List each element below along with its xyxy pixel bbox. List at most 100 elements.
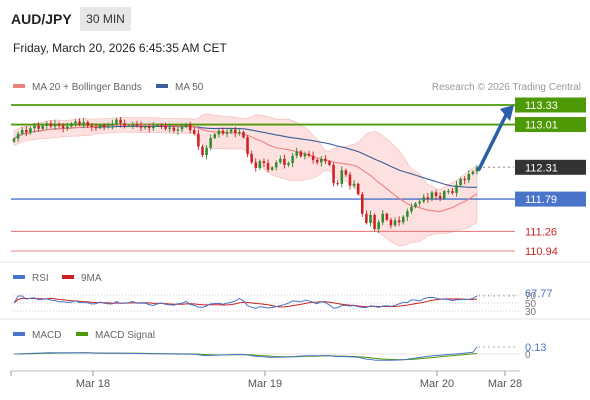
candle-body — [299, 151, 303, 157]
candle-body — [61, 125, 65, 129]
ma50-legend-label: MA 50 — [175, 82, 204, 93]
macd-tick-0: 0 — [525, 350, 531, 361]
candle-body — [414, 203, 417, 208]
candle-body — [463, 178, 466, 181]
bollinger-band — [13, 113, 478, 247]
candle-body — [270, 167, 274, 170]
timeframe-label: 30 MIN — [86, 12, 125, 26]
candle-body — [291, 155, 294, 164]
candle-body — [250, 153, 253, 163]
macd-legend-swatch — [13, 332, 25, 336]
forecast-arrow-shaft — [477, 113, 508, 172]
ma20-legend-label: MA 20 + Bollinger Bands — [32, 82, 142, 93]
candle-body — [139, 125, 143, 128]
forecast-arrow-layer — [477, 105, 514, 172]
timeframe-badge[interactable] — [80, 7, 131, 31]
rsi-tick-30: 30 — [525, 307, 537, 318]
candle-body — [229, 129, 233, 132]
candle-body — [307, 153, 311, 156]
candle-body — [172, 127, 176, 131]
candle-body — [16, 133, 20, 139]
candle-body — [106, 125, 110, 127]
support-label-110.94: 110.94 — [525, 246, 558, 258]
candle-body — [369, 214, 372, 223]
pivot-label-111.79: 111.79 — [525, 194, 557, 206]
candle-body — [348, 174, 352, 186]
candle-body — [57, 123, 61, 126]
candle-body — [233, 129, 237, 134]
candle-body — [279, 158, 282, 163]
support-label-111.26: 111.26 — [525, 226, 557, 238]
candle-body — [205, 147, 208, 156]
candle-body — [143, 126, 147, 128]
candle-body — [422, 197, 426, 202]
ma50-legend-swatch — [156, 84, 168, 88]
candle-body — [123, 123, 126, 126]
resistance-tag-113.33 — [515, 97, 586, 113]
candle-body — [438, 196, 442, 199]
candle-body — [98, 125, 102, 129]
candle-body — [119, 119, 122, 124]
candle-body — [258, 161, 262, 168]
resistance-label-113.01: 113.01 — [525, 120, 558, 132]
candle-body — [471, 171, 475, 175]
candle-body — [455, 185, 458, 193]
candle-body — [209, 137, 212, 148]
candle-body — [356, 183, 360, 195]
x-tick-label: Mar 28 — [488, 378, 522, 390]
candle-body — [430, 192, 434, 200]
candle-body — [197, 133, 200, 147]
bollinger-band-layer — [13, 113, 478, 247]
x-tick-label: Mar 18 — [76, 378, 110, 390]
x-tick-label: Mar 19 — [248, 378, 282, 390]
x-axis-ticks-layer: Mar 18 Mar 19 Mar 20 Mar 28 — [10, 371, 522, 390]
candle-body — [102, 125, 106, 127]
candle-body — [45, 123, 49, 126]
candle-body — [426, 197, 430, 200]
candle-body — [344, 170, 348, 175]
candle-body — [147, 126, 151, 129]
x-tick-label: Mar 20 — [420, 378, 454, 390]
candle-body — [78, 121, 81, 125]
candle-body — [217, 130, 221, 135]
candle-body — [475, 167, 479, 172]
forecast-arrow-head — [500, 105, 514, 121]
candle-body — [86, 122, 90, 126]
candle-body — [65, 126, 69, 129]
candle-body — [131, 123, 135, 126]
candle-body — [324, 158, 327, 162]
candle-body — [287, 163, 290, 165]
rsi-line — [13, 295, 478, 309]
macd-last-value: 0.13 — [525, 342, 546, 354]
candle-body — [451, 191, 454, 193]
credit-label: Research © 2026 Trading Central — [432, 82, 581, 93]
macd-signal-legend-label: MACD Signal — [95, 330, 155, 341]
ma20-legend-swatch — [13, 84, 25, 88]
resistance-label-113.33: 113.33 — [525, 100, 558, 112]
candle-body — [188, 123, 192, 131]
candle-body — [29, 128, 32, 133]
candle-body — [127, 125, 130, 127]
candle-body — [274, 162, 278, 168]
candle-body — [180, 126, 184, 130]
candle-body — [193, 130, 196, 134]
candle-body — [135, 123, 139, 126]
macd-legend-label: MACD — [32, 330, 61, 341]
candle-body — [385, 213, 389, 220]
pivot-tag-111.79 — [515, 191, 586, 207]
rsi-last-value: 67.77 — [525, 288, 553, 300]
candle-body — [82, 122, 85, 125]
rsi-tick-70: 70 — [525, 291, 537, 302]
candle-body — [37, 125, 40, 129]
macd-lines-layer: 0.130 — [11, 342, 546, 361]
candle-body — [332, 164, 335, 184]
rsi-ma-line — [13, 297, 478, 308]
candle-body — [434, 192, 438, 197]
candle-body — [283, 158, 286, 165]
candle-body — [467, 174, 471, 181]
candle-body — [225, 131, 229, 134]
candle-body — [90, 125, 94, 127]
candle-body — [377, 222, 380, 230]
